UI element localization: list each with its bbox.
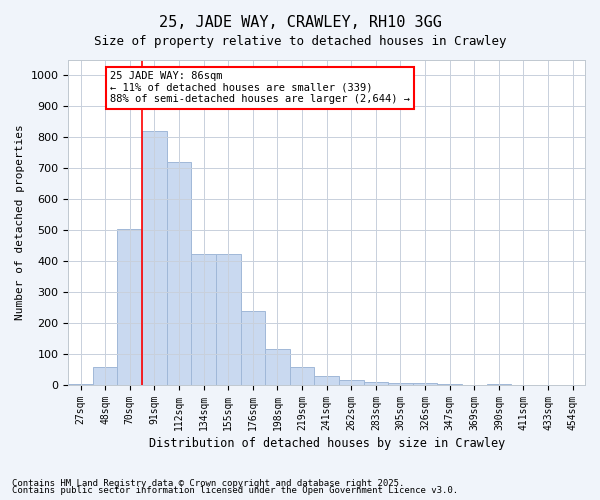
Bar — [93, 366, 118, 385]
Bar — [118, 228, 142, 385]
Bar — [142, 131, 167, 385]
Text: Size of property relative to detached houses in Crawley: Size of property relative to detached ho… — [94, 35, 506, 48]
Bar — [216, 254, 241, 385]
Bar — [413, 382, 437, 385]
Bar — [68, 384, 93, 385]
Bar — [167, 162, 191, 385]
Bar — [191, 254, 216, 385]
Bar — [241, 311, 265, 385]
Text: 25 JADE WAY: 86sqm
← 11% of detached houses are smaller (339)
88% of semi-detach: 25 JADE WAY: 86sqm ← 11% of detached hou… — [110, 72, 410, 104]
Bar — [290, 366, 314, 385]
Text: 25, JADE WAY, CRAWLEY, RH10 3GG: 25, JADE WAY, CRAWLEY, RH10 3GG — [158, 15, 442, 30]
Bar — [437, 384, 462, 385]
Y-axis label: Number of detached properties: Number of detached properties — [15, 124, 25, 320]
Bar — [339, 380, 364, 385]
Bar — [487, 384, 511, 385]
Bar — [388, 382, 413, 385]
Bar — [265, 350, 290, 385]
Bar — [364, 382, 388, 385]
Text: Contains public sector information licensed under the Open Government Licence v3: Contains public sector information licen… — [12, 486, 458, 495]
Bar — [314, 376, 339, 385]
Text: Contains HM Land Registry data © Crown copyright and database right 2025.: Contains HM Land Registry data © Crown c… — [12, 478, 404, 488]
X-axis label: Distribution of detached houses by size in Crawley: Distribution of detached houses by size … — [149, 437, 505, 450]
